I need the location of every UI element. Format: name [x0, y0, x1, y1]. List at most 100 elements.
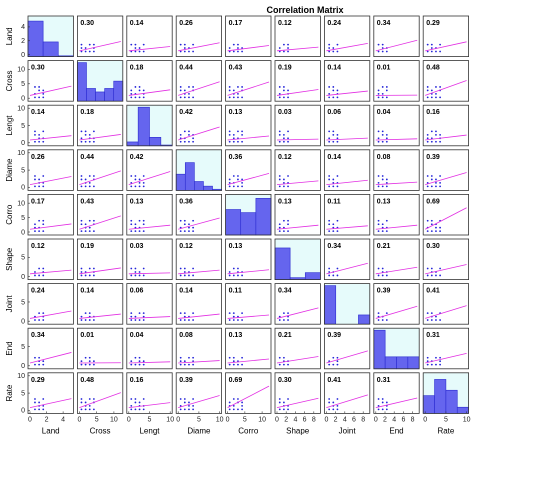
- scatter-point: [278, 315, 281, 318]
- y-tick-label: 10: [17, 150, 25, 157]
- cell-rate-joint: 0.41 0 2 4 6 8 Joint: [323, 372, 371, 435]
- cell-frame: [27, 327, 74, 370]
- scatter-point: [283, 185, 285, 188]
- scatter-point: [283, 89, 285, 92]
- x-tick-label: 10: [216, 416, 224, 423]
- fit-line: [276, 46, 319, 52]
- cell-rate-diame: 0.39 0 5 10 Diame: [175, 372, 224, 435]
- cell-frame: [373, 193, 420, 236]
- fit-line: [425, 134, 467, 141]
- scatter-point: [179, 89, 182, 92]
- correlation-label: 0.18: [130, 65, 144, 72]
- hist-bar: [445, 389, 458, 414]
- scatter-point: [88, 140, 91, 143]
- scatter-point: [134, 50, 137, 53]
- hist-bar: [175, 173, 186, 191]
- scatter-point: [92, 230, 95, 233]
- fit-line: [29, 398, 72, 409]
- scatter-point: [283, 319, 285, 321]
- scatter-point: [237, 140, 239, 143]
- scatter-point: [228, 363, 231, 366]
- correlation-label: 0.34: [278, 288, 292, 295]
- scatter-point: [138, 363, 141, 366]
- correlation-label: 0.43: [229, 65, 243, 72]
- cell-cross-corro: 0.43: [225, 60, 272, 102]
- cell-frame: [77, 60, 124, 102]
- cell-frame: [225, 60, 272, 102]
- scatter-point: [287, 96, 289, 99]
- cell-end-shape: 0.21: [274, 327, 321, 370]
- fit-line: [128, 171, 171, 186]
- scatter-point: [381, 319, 384, 321]
- scatter-point: [426, 182, 429, 184]
- scatter-point: [377, 408, 380, 411]
- scatter-point: [84, 133, 87, 136]
- y-tick-label: 5: [21, 390, 25, 397]
- scatter-point: [377, 182, 380, 184]
- cell-lengt-diame: 0.42: [175, 104, 222, 147]
- scatter-point: [377, 274, 380, 277]
- scatter-point: [142, 185, 145, 188]
- scatter-point: [192, 398, 195, 400]
- correlation-label: 0.39: [327, 332, 341, 339]
- cell-frame: [225, 327, 272, 370]
- correlation-label: 0.14: [327, 154, 341, 161]
- scatter-point: [42, 274, 45, 277]
- scatter-point: [426, 137, 429, 140]
- scatter-point: [142, 319, 145, 321]
- scatter-point: [188, 230, 190, 233]
- scatter-point: [88, 408, 91, 411]
- scatter-point: [439, 175, 441, 177]
- scatter-point: [192, 96, 195, 99]
- scatter-point: [278, 175, 281, 177]
- scatter-point: [278, 50, 281, 53]
- scatter-point: [232, 274, 235, 277]
- scatter-point: [84, 401, 87, 404]
- scatter-point: [80, 315, 83, 318]
- scatter-point: [183, 360, 186, 363]
- scatter-point: [38, 319, 41, 321]
- scatter-point: [426, 363, 429, 366]
- scatter-point: [42, 175, 45, 177]
- scatter-point: [142, 360, 145, 363]
- fit-line: [326, 42, 368, 52]
- cell-cross-cross: [77, 60, 124, 102]
- cell-diame-rate: 0.39: [422, 149, 470, 191]
- scatter-point: [332, 140, 335, 143]
- fit-line: [276, 138, 319, 141]
- correlation-label: 0.19: [278, 65, 292, 72]
- scatter-point: [183, 274, 186, 277]
- correlation-label: 0.30: [31, 65, 45, 72]
- scatter-point: [92, 50, 95, 53]
- scatter-point: [88, 185, 91, 188]
- fit-line: [375, 397, 418, 409]
- scatter-point: [88, 360, 91, 363]
- cell-frame: [27, 238, 74, 280]
- fit-line: [79, 215, 121, 230]
- scatter-point: [142, 43, 145, 46]
- cell-frame: [274, 15, 321, 57]
- x-tick-label: 8: [312, 416, 316, 423]
- correlation-label: 0.48: [80, 377, 94, 384]
- scatter-point: [134, 43, 137, 46]
- cell-shape-rate: 0.30: [422, 238, 470, 280]
- scatter-point: [34, 230, 36, 233]
- scatter-point: [188, 356, 190, 359]
- x-tick-label: 0: [77, 416, 81, 423]
- correlation-label: 0.34: [31, 332, 45, 339]
- correlation-label: 0.30: [278, 377, 292, 384]
- correlation-label: 0.43: [80, 198, 94, 205]
- scatter-point: [42, 363, 45, 366]
- scatter-point: [179, 43, 182, 46]
- correlation-label: 0.03: [130, 243, 144, 250]
- cell-land-end: 0.34: [373, 15, 420, 57]
- scatter-point: [287, 223, 289, 226]
- cell-frame: [77, 15, 124, 57]
- col-label-end: End: [389, 426, 403, 435]
- scatter-point: [38, 312, 41, 315]
- x-tick-label: 4: [61, 416, 65, 423]
- scatter-point: [188, 401, 190, 404]
- scatter-point: [336, 398, 339, 400]
- scatter-point: [278, 140, 281, 143]
